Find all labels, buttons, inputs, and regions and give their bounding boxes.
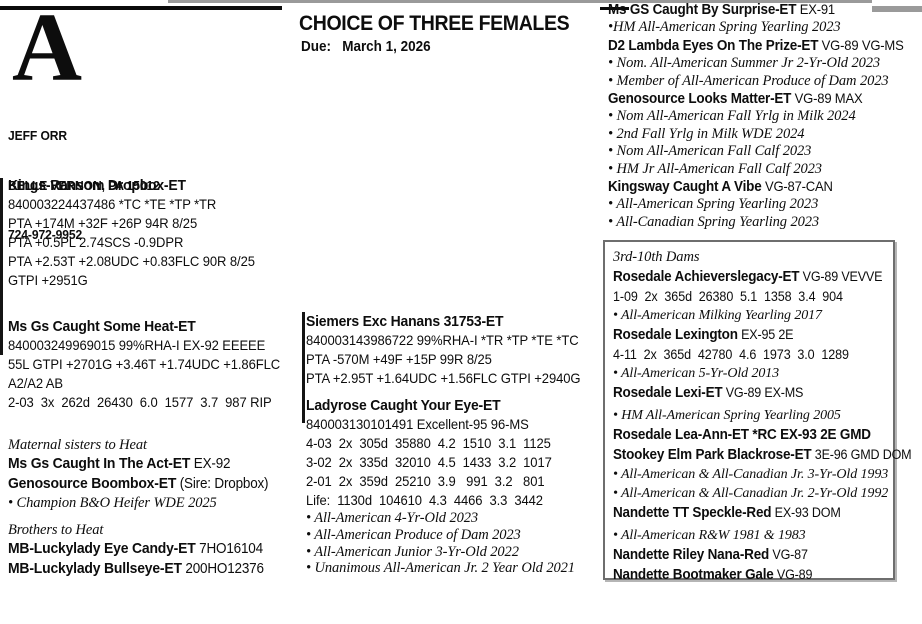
animal-name: D2 Lambda Eyes On The Prize-ET VG-89 VG-… [608,36,904,54]
pedigree-data-line: PTA +0.5PL 2.74SCS -0.9DPR [8,234,184,250]
honor-bullet: • Nom All-American Fall Calf 2023 [608,143,812,160]
pedigree-data-line: PTA +174M +32F +26P 94R 8/25 [8,215,198,231]
animal-rating: (Sire: Dropbox) [176,476,269,492]
honor-bullet: •HM All-American Spring Yearling 2023 [608,19,841,36]
animal-name: Nandette Bootmaker Gale VG-89 [613,567,813,583]
honor-bullet: • All-American Spring Yearling 2023 [608,196,819,213]
lactation-record: 1-09 2x 365d 26380 5.1 1358 3.4 904 [613,289,843,304]
honor-bullet: • Member of All-American Produce of Dam … [608,72,889,89]
progeny-honors-list: Ms GS Caught By Surprise-ET EX-91 •HM Al… [608,1,918,231]
honor-bullet: • All-Canadian Spring Yearling 2023 [608,213,820,230]
honor-bullet: • All-American & All-Canadian Jr. 2-Yr-O… [613,486,889,501]
section-heading: Maternal sisters to Heat [8,437,147,453]
animal-name: Rosedale Lexi-ET VG-89 EX-MS [613,385,804,401]
consignor-address: BELLE VERNON, PA 15012 [8,177,160,193]
honor-bullet: • All-American Junior 3-Yr-Old 2022 [306,543,519,560]
pedigree-data-line: PTA +2.53T +2.08UDC +0.83FLC 90R 8/25 [8,253,255,269]
pedigree-bracket-left [0,178,3,355]
lactation-record: 3-02 2x 335d 32010 4.5 1433 3.2 1017 [306,454,552,470]
honor-bullet: • HM All-American Spring Yearling 2005 [613,408,841,423]
lactation-record: 2-03 3x 262d 26430 6.0 1577 3.7 987 RIP [8,394,272,410]
animal-rating: EX-91 [796,1,835,17]
lactation-record: 4-03 2x 305d 35880 4.2 1510 3.1 1125 [306,435,551,451]
top-right-strip [872,6,922,12]
animal-rating: VG-89 VEVVE [799,269,883,284]
animal-name: MB-Luckylady Eye Candy-ET 7HO16104 [8,540,263,557]
lot-title: CHOICE OF THREE FEMALES [299,12,570,35]
honor-bullet: • Nom All-American Fall Yrlg in Milk 202… [608,108,856,125]
animal-name: Genosource Boombox-ET (Sire: Dropbox) [8,475,269,492]
honor-bullet: • All-American 5-Yr-Old 2013 [613,366,780,381]
animal-name: Genosource Looks Matter-ET VG-89 MAX [608,90,863,108]
animal-id: 200HO12376 [181,561,264,577]
animal-name: Ms GS Caught By Surprise-ET EX-91 [608,1,835,18]
animal-rating: VG-89 EX-MS [722,385,804,400]
section-heading: Brothers to Heat [8,522,104,538]
consignor-info: JEFF ORR BELLE VERNON, PA 15012 724-972-… [8,95,171,277]
pedigree-data-line: 55L GTPI +2701G +3.46T +1.74UDC +1.86FLC [8,356,281,372]
animal-name: Kingsway Caught A Vibe VG-87-CAN [608,178,833,196]
animal-name: Rosedale Lexington EX-95 2E [613,327,794,343]
honor-bullet: • Nom. All-American Summer Jr 2-Yr-Old 2… [608,55,881,72]
pedigree-data-line: PTA +2.95T +1.64UDC +1.56FLC GTPI +2940G [306,370,581,386]
honor-bullet: • All-American Produce of Dam 2023 [306,526,521,543]
consignor-name: JEFF ORR [8,128,68,143]
maternal-grandsire-block: Siemers Exc Hanans 31753-ET 840003143986… [306,312,601,388]
pedigree-data-line: PTA -570M +49F +15P 99R 8/25 [306,351,492,367]
animal-name: Kings-Ransom Dropbox-ET [8,177,186,194]
pedigree-bracket-middle [302,312,305,423]
pedigree-data-line: 840003224437486 *TC *TE *TP *TR [8,196,217,212]
top-dash-rule [600,7,629,10]
animal-name: Rosedale Achieverslegacy-ET VG-89 VEVVE [613,269,883,285]
dam-block: Ms Gs Caught Some Heat-ET 84000324996901… [8,317,301,412]
lifetime-record: Life: 1130d 104610 4.3 4466 3.3 3442 [306,492,543,508]
top-left-bar [0,6,282,10]
brothers-section: Brothers to Heat MB-Luckylady Eye Candy-… [8,521,283,579]
consignor-phone: 724-972-9952 [8,227,83,242]
animal-name: Nandette TT Speckle-Red EX-93 DOM [613,505,841,521]
animal-name: Siemers Exc Hanans 31753-ET [306,313,504,330]
animal-name: Ms Gs Caught Some Heat-ET [8,318,196,335]
animal-rating: EX-92 [190,456,231,472]
animal-rating: EX-95 2E [737,327,794,342]
animal-name: Ladyrose Caught Your Eye-ET [306,397,501,414]
pedigree-data-line: 840003249969015 99%RHA-I EX-92 EEEEE [8,337,266,353]
due-date: Due: March 1, 2026 [301,39,431,55]
honor-bullet: • 2nd Fall Yrlg in Milk WDE 2024 [608,125,805,142]
animal-name: Stookey Elm Park Blackrose-ET 3E-96 GMD … [613,447,912,463]
honor-bullet: • HM Jr All-American Fall Calf 2023 [608,160,822,177]
pedigree-data-line: 840003143986722 99%RHA-I *TR *TP *TE *TC [306,332,579,348]
honor-bullet: • Unanimous All-American Jr. 2 Year Old … [306,560,575,577]
top-edge-strip [168,0,872,3]
animal-rating: VG-87 [769,547,808,562]
pedigree-data-line: A2/A2 AB [8,375,64,391]
further-dams-box: 3rd-10th Dams Rosedale Achieverslegacy-E… [603,240,912,583]
honor-bullet: • All-American R&W 1981 & 1983 [613,528,806,543]
animal-name: Ms Gs Caught In The Act-ET EX-92 [8,455,231,472]
box-heading: 3rd-10th Dams [613,249,700,265]
animal-name: Nandette Riley Nana-Red VG-87 [613,547,808,563]
pedigree-data-line: GTPI +2951G [8,272,88,288]
consignor-logo-letter: A [12,0,83,101]
second-dam-block: Ladyrose Caught Your Eye-ET 840003130101… [306,396,575,577]
honor-bullet: • Champion B&O Heifer WDE 2025 [8,495,217,511]
lactation-record: 2-01 2x 359d 25210 3.9 991 3.2 801 [306,473,545,489]
pedigree-data-line: 840003130101491 Excellent-95 96-MS [306,416,529,432]
lactation-record: 4-11 2x 365d 42780 4.6 1973 3.0 1289 [613,347,849,362]
honor-bullet: • All-American 4-Yr-Old 2023 [306,510,479,526]
honor-bullet: • All-American Milking Yearling 2017 [613,308,822,323]
sire-block: Kings-Ransom Dropbox-ET 840003224437486 … [8,176,273,290]
animal-id: 7HO16104 [195,541,263,557]
animal-rating: VG-89 [773,567,813,582]
animal-rating: VG-87-CAN [761,178,833,195]
animal-name: MB-Luckylady Bullseye-ET 200HO12376 [8,560,264,577]
animal-rating: VG-89 MAX [791,90,863,107]
honor-bullet: • All-American & All-Canadian Jr. 3-Yr-O… [613,467,889,482]
animal-rating: EX-93 DOM [771,505,841,520]
animal-name: Rosedale Lea-Ann-ET *RC EX-93 2E GMD [613,427,871,443]
animal-rating: VG-89 VG-MS [818,36,904,53]
animal-rating: 3E-96 GMD DOM [811,447,912,462]
maternal-sisters-section: Maternal sisters to Heat Ms Gs Caught In… [8,436,288,512]
